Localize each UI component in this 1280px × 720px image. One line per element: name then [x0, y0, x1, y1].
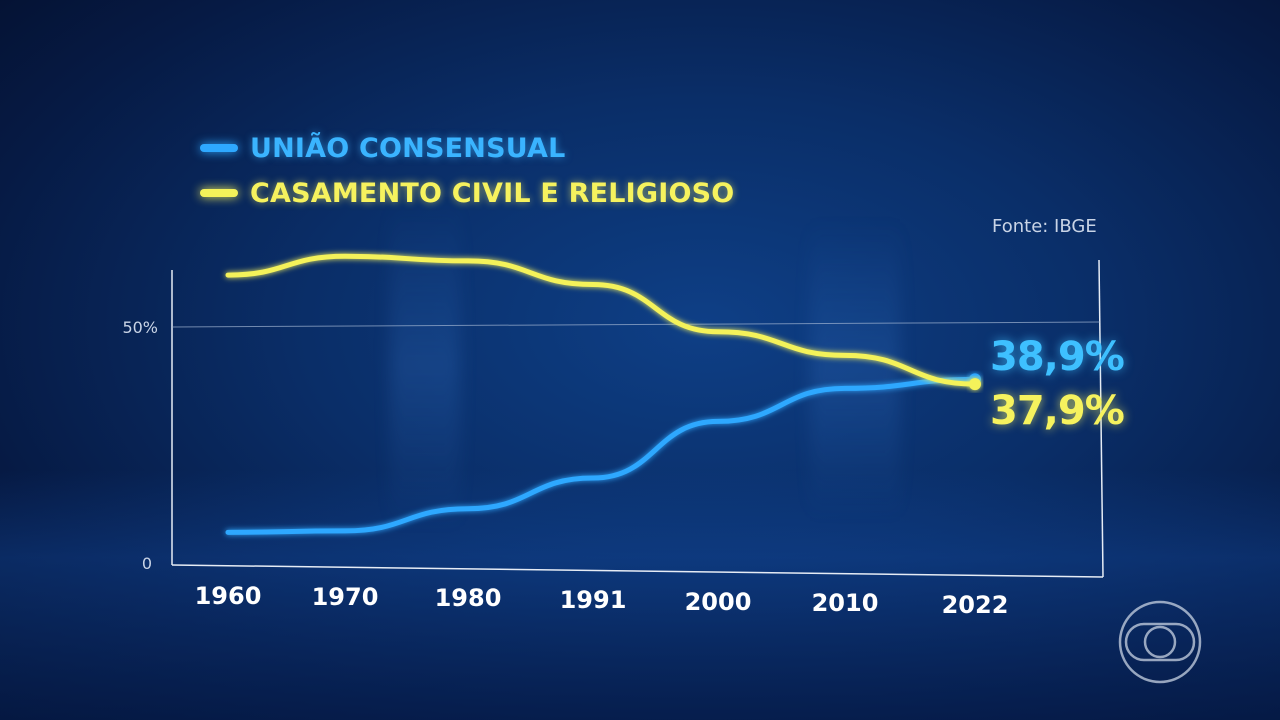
x-tick-label: 1970 [312, 583, 379, 611]
source-note: Fonte: IBGE [992, 216, 1097, 237]
x-tick-label: 2000 [685, 588, 752, 616]
legend-item-uniao-consensual: UNIÃO CONSENSUAL [200, 128, 566, 168]
legend-label: UNIÃO CONSENSUAL [250, 132, 566, 164]
background-light-column [810, 220, 900, 520]
end-point-casamento [969, 378, 981, 391]
x-tick-label: 1980 [435, 584, 502, 612]
end-value-label-uniao: 38,9% [990, 334, 1125, 380]
background-floor-glow [0, 470, 1280, 720]
globo-logo-icon [1118, 600, 1202, 684]
legend-label: CASAMENTO CIVIL E RELIGIOSO [250, 177, 735, 209]
series-line-casamento [225, 253, 978, 387]
background-light-column [390, 200, 460, 530]
x-axis [171, 564, 1104, 578]
gridline-50 [171, 321, 1101, 328]
x-tick-label: 2022 [942, 591, 1009, 619]
legend-swatch-blue [200, 144, 238, 152]
y-tick-label-0: 0 [142, 554, 152, 573]
series-line-uniao-consensual [225, 376, 978, 535]
end-value-label-casamento: 37,9% [990, 388, 1125, 434]
legend-swatch-yellow [200, 189, 238, 197]
legend-item-casamento: CASAMENTO CIVIL E RELIGIOSO [200, 173, 734, 213]
x-tick-label: 1960 [195, 582, 262, 610]
x-tick-label: 1991 [560, 586, 627, 614]
right-axis [1098, 259, 1104, 578]
x-tick-label: 2010 [812, 589, 879, 617]
y-tick-label-50: 50% [122, 318, 158, 337]
